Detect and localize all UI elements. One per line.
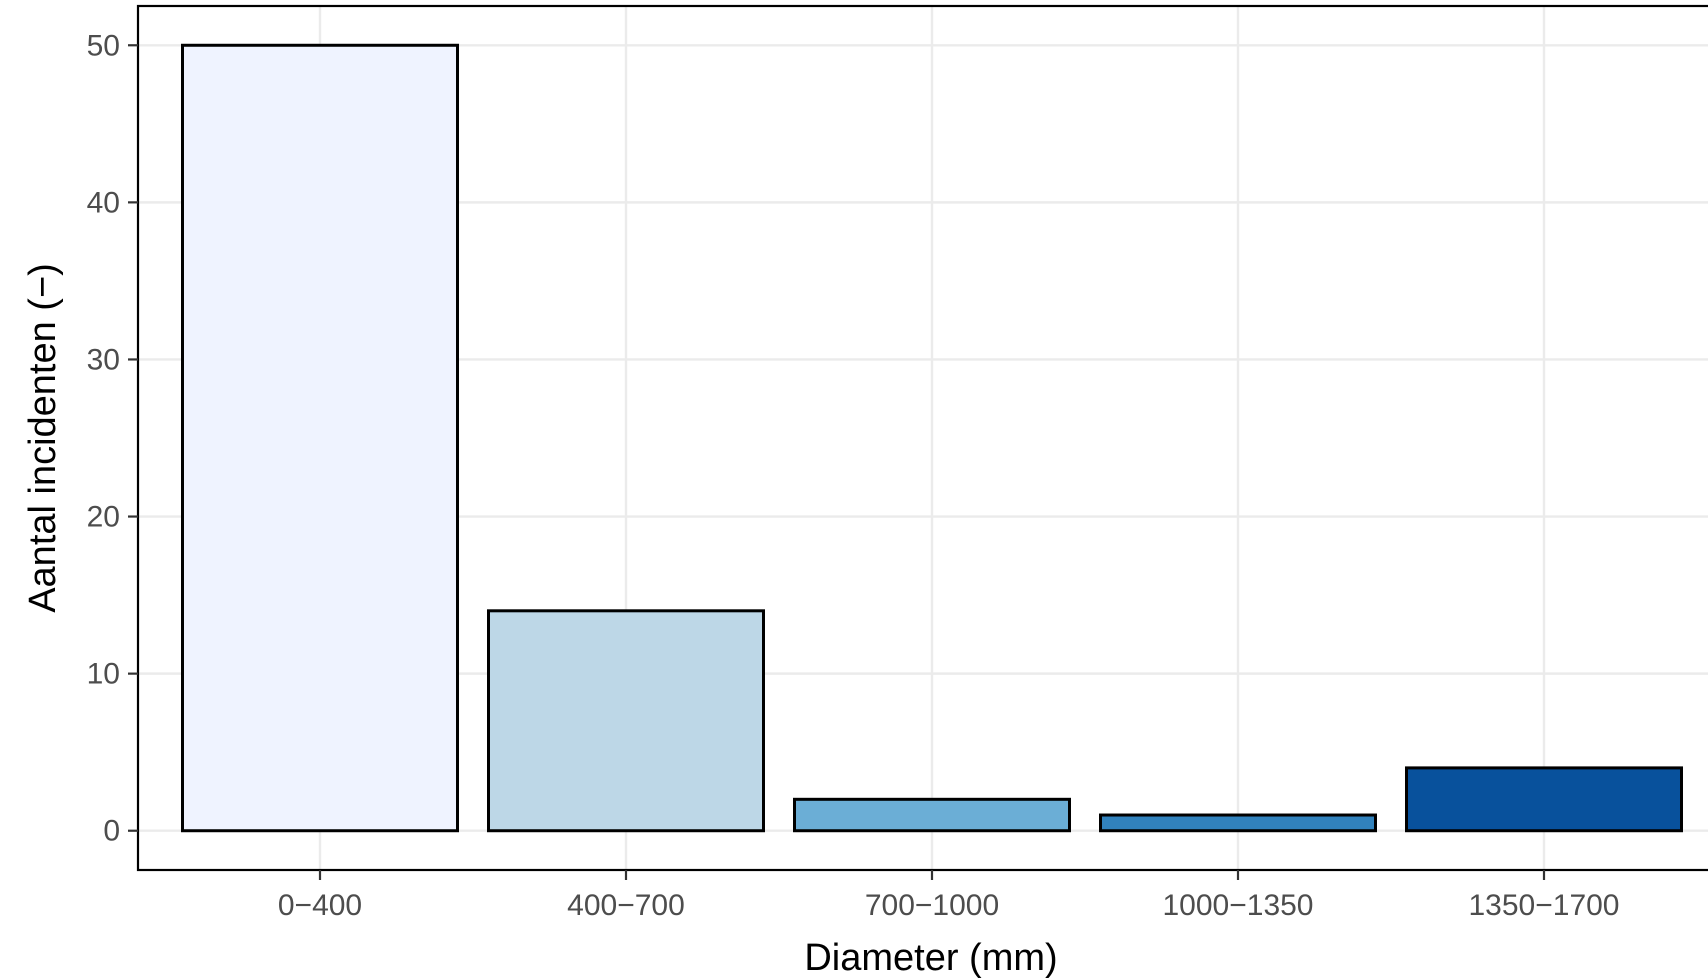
y-tick-label: 0 — [103, 815, 120, 848]
y-tick-label: 20 — [87, 501, 120, 534]
panel-border — [136, 4, 1708, 872]
y-tick-label: 10 — [87, 658, 120, 691]
x-tick-label: 1000−1350 — [1163, 889, 1314, 922]
bar-3 — [1099, 813, 1377, 833]
y-tick-label: 30 — [87, 343, 120, 376]
y-axis-title: Aantal incidenten (−) — [22, 263, 64, 613]
axes: 0 10 20 30 40 50 0−400 400−700 700−1000 1000−1350… — [87, 29, 1620, 922]
x-tick-label: 1350−1700 — [1469, 889, 1620, 922]
bar-0 — [181, 43, 459, 833]
y-tick-label: 50 — [87, 29, 120, 62]
y-tick-label: 40 — [87, 186, 120, 219]
bar-1 — [487, 609, 765, 833]
x-tick-label: 400−700 — [567, 889, 685, 922]
bar-2 — [793, 797, 1071, 833]
x-axis-title: Diameter (mm) — [804, 937, 1057, 978]
x-tick-label: 700−1000 — [865, 889, 999, 922]
x-tick-label: 0−400 — [278, 889, 362, 922]
bar-4 — [1405, 766, 1683, 833]
bars — [181, 43, 1683, 833]
